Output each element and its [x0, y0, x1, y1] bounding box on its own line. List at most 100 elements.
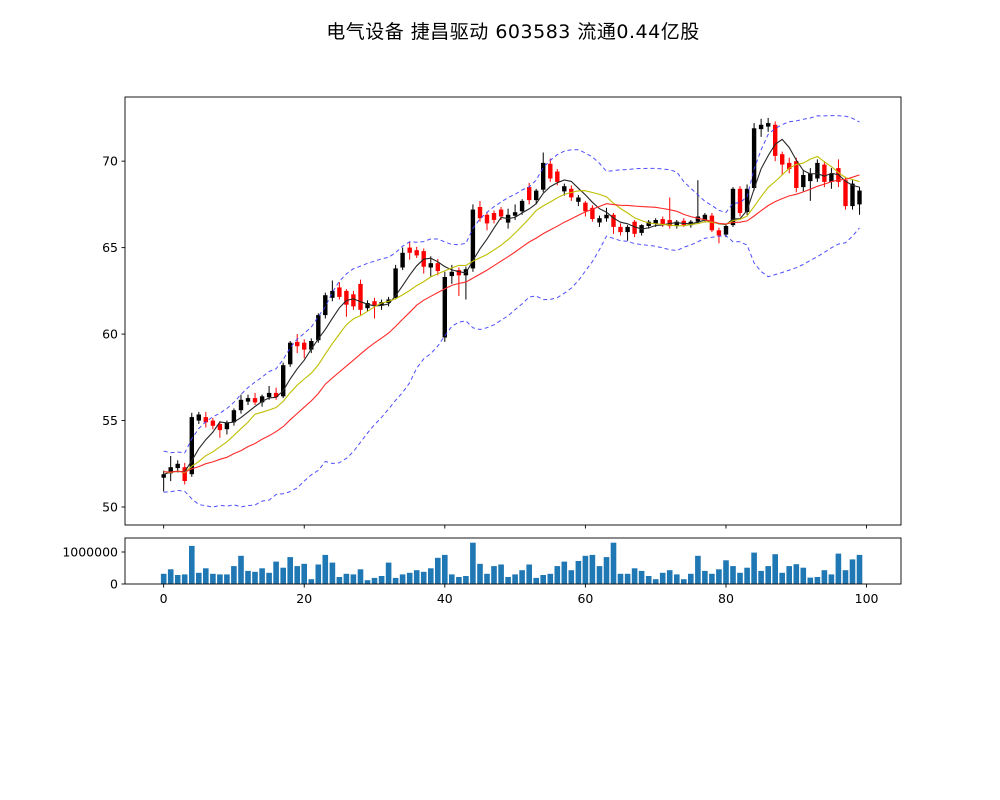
candle-body [210, 420, 216, 426]
candle-body [491, 213, 497, 220]
candle-body [519, 200, 525, 212]
overlay-boll-lower [163, 227, 860, 508]
candle-body [730, 188, 736, 226]
candle-body [695, 216, 701, 222]
volume-bar [821, 570, 828, 584]
candle-body [281, 365, 286, 397]
candle-body [203, 417, 208, 423]
candle-body [470, 209, 476, 269]
candle-body [273, 392, 279, 398]
xtick-label: 80 [718, 591, 734, 606]
overlay-boll-upper [163, 115, 860, 454]
candle-body [737, 188, 743, 213]
volume-bar [435, 557, 441, 584]
volume-bar [674, 574, 680, 584]
volume-ytick-label: 1000000 [62, 544, 118, 559]
candle-body [224, 422, 230, 430]
candle-body [751, 128, 757, 188]
volume-bar [491, 566, 497, 584]
candle-body [189, 417, 194, 475]
candle-body [569, 188, 574, 198]
volume-bar [442, 554, 448, 584]
axes [124, 96, 902, 585]
volume-bar [554, 566, 561, 584]
volume-bar [266, 572, 272, 584]
volume-bar [463, 576, 469, 584]
volume-bar [681, 579, 687, 584]
candle-body [512, 212, 518, 216]
volume-bar [217, 574, 223, 584]
volume-bar [174, 575, 181, 584]
volume-bar [786, 566, 792, 584]
candle-body [175, 463, 180, 469]
xtick-label: 0 [160, 591, 168, 606]
volume-bar [744, 567, 750, 584]
volume-bar [695, 555, 701, 584]
volume-bar [357, 569, 364, 584]
volume-bar [308, 579, 315, 584]
volume-bar [730, 566, 736, 584]
volume-bar [301, 563, 307, 584]
candle-body [266, 392, 272, 398]
candle-body [808, 173, 813, 182]
candle-body [843, 180, 848, 207]
candle-body [161, 474, 166, 478]
volume-bar [751, 552, 757, 584]
candle-body [196, 414, 201, 421]
candle-body [548, 163, 553, 179]
volume-bar [575, 561, 582, 584]
candle-body [358, 283, 363, 310]
volume-bars [160, 542, 863, 584]
candle-body [344, 290, 349, 305]
volume-bar [512, 574, 518, 584]
volume-bar [505, 577, 511, 584]
volume-bar [666, 570, 673, 584]
overlay-ma20 [163, 174, 860, 473]
volume-bar [800, 567, 807, 584]
candle-body [372, 301, 377, 306]
volume-bar [378, 576, 385, 584]
candle-body [498, 209, 504, 217]
xtick-label: 20 [296, 591, 312, 606]
candle-body [484, 214, 490, 224]
volume-bar [160, 573, 167, 584]
candle-body [330, 290, 335, 298]
candle-body [442, 277, 447, 338]
volume-bar [329, 562, 336, 584]
candle-body [625, 226, 630, 233]
volume-axes-frame [124, 537, 902, 585]
volume-bar [659, 572, 666, 584]
candle-body [295, 341, 300, 347]
candle-body [309, 341, 314, 350]
volume-bar [526, 564, 532, 584]
volume-bar [645, 576, 652, 584]
candle-body [576, 197, 581, 202]
candle-body [231, 410, 237, 423]
candle-body [414, 250, 419, 256]
volume-bar [835, 553, 842, 584]
price-axes-frame [124, 96, 902, 526]
price-ytick-label: 50 [102, 499, 118, 514]
candle-body [456, 270, 462, 276]
candle-body [217, 424, 223, 431]
candle-body [646, 221, 651, 226]
volume-bar [343, 573, 350, 584]
volume-bar [638, 570, 645, 584]
candle-body [365, 303, 370, 309]
volume-bar [765, 566, 771, 584]
volume-bar [364, 580, 371, 584]
candle-body [351, 294, 356, 307]
volume-bar [716, 569, 722, 584]
volume-bar [624, 573, 631, 584]
candle-body [857, 190, 862, 205]
candlestick-series [161, 117, 862, 492]
candle-body [815, 162, 820, 179]
candle-body [252, 398, 258, 403]
volume-bar [231, 566, 237, 584]
volume-bar [842, 570, 849, 584]
candle-body [527, 187, 532, 201]
candle-body [787, 162, 792, 169]
candle-body [766, 123, 771, 127]
volume-bar [428, 568, 434, 584]
candle-body [597, 218, 602, 223]
